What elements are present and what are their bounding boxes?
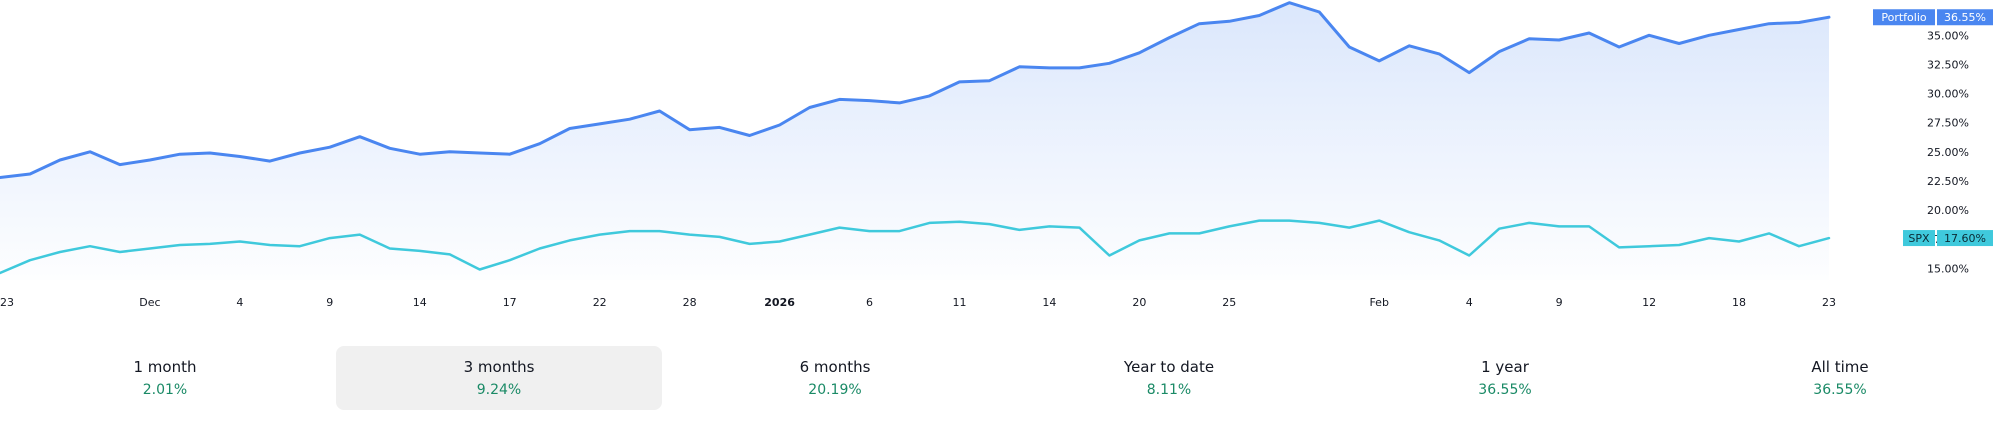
x-tick-label: 9: [1556, 296, 1563, 309]
x-tick-label: Dec: [139, 296, 160, 309]
period-return: 36.55%: [1813, 381, 1867, 398]
period-label: All time: [1811, 357, 1869, 376]
x-tick-label: 9: [326, 296, 333, 309]
series-name-badge: [1873, 9, 1935, 26]
period-3-months[interactable]: 3 months 9.24%: [336, 346, 662, 410]
period-return: 2.01%: [142, 381, 188, 398]
y-tick-label: 30.00%: [1927, 88, 1969, 101]
y-tick-label: 15.00%: [1927, 262, 1969, 275]
period-label: 3 months: [463, 357, 535, 376]
x-tick-label: 4: [1466, 296, 1473, 309]
series-line-portfolio: [0, 1, 1831, 179]
period-return: 20.19%: [808, 381, 862, 398]
series-line-spx: [0, 219, 1831, 275]
y-tick-label: 22.50%: [1927, 175, 1969, 188]
period-selector: 1 month 2.01% 3 months 9.24% 6 months 20…: [0, 340, 1993, 410]
period-1-month[interactable]: 1 month 2.01%: [2, 346, 328, 410]
series-value-badge: [1937, 9, 1993, 26]
x-tick-label: 18: [1732, 296, 1746, 309]
period-label: 1 month: [133, 357, 197, 376]
period-return: 9.24%: [476, 381, 522, 398]
x-tick-label: 28: [683, 296, 697, 309]
x-tick-label: 23: [0, 296, 14, 309]
x-tick-label: 20: [1132, 296, 1146, 309]
x-tick-label: 11: [953, 296, 967, 309]
series-name-badge: [1903, 230, 1935, 247]
y-tick-label: 27.50%: [1927, 117, 1969, 130]
period-6-months[interactable]: 6 months 20.19%: [672, 346, 998, 410]
x-tick-label: 4: [236, 296, 243, 309]
series-name-label: Portfolio: [1881, 11, 1927, 24]
y-tick-label: 20.00%: [1927, 204, 1969, 217]
y-tick-label: 35.00%: [1927, 29, 1969, 42]
x-tick-label: 25: [1222, 296, 1236, 309]
x-tick-label: 12: [1642, 296, 1656, 309]
x-tick-label: 22: [593, 296, 607, 309]
period-1-year[interactable]: 1 year 36.55%: [1342, 346, 1668, 410]
y-tick-label: 32.50%: [1927, 58, 1969, 71]
period-all-time[interactable]: All time 36.55%: [1677, 346, 1993, 410]
period-return: 8.11%: [1146, 381, 1192, 398]
x-tick-label: 14: [413, 296, 427, 309]
series-name-label: SPX: [1908, 232, 1930, 245]
period-label: Year to date: [1123, 357, 1215, 376]
period-return: 36.55%: [1478, 381, 1532, 398]
x-tick-label: 17: [503, 296, 517, 309]
x-tick-label: 6: [866, 296, 873, 309]
period-label: 6 months: [799, 357, 871, 376]
x-tick-label: 2026: [764, 296, 795, 309]
portfolio-area: [0, 2, 1829, 280]
series-value-label: 17.60%: [1944, 232, 1986, 245]
series-value-badge: [1937, 230, 1993, 247]
y-tick-label: 25.00%: [1927, 146, 1969, 159]
series-value-label: 36.55%: [1944, 11, 1986, 24]
x-tick-label: 23: [1822, 296, 1836, 309]
x-tick-label: Feb: [1369, 296, 1388, 309]
period-label: 1 year: [1481, 357, 1529, 376]
x-tick-label: 14: [1042, 296, 1056, 309]
performance-chart: 15.00%17.50%20.00%22.50%25.00%27.50%30.0…: [0, 1, 1993, 309]
period-year-to-date[interactable]: Year to date 8.11%: [1006, 346, 1332, 410]
